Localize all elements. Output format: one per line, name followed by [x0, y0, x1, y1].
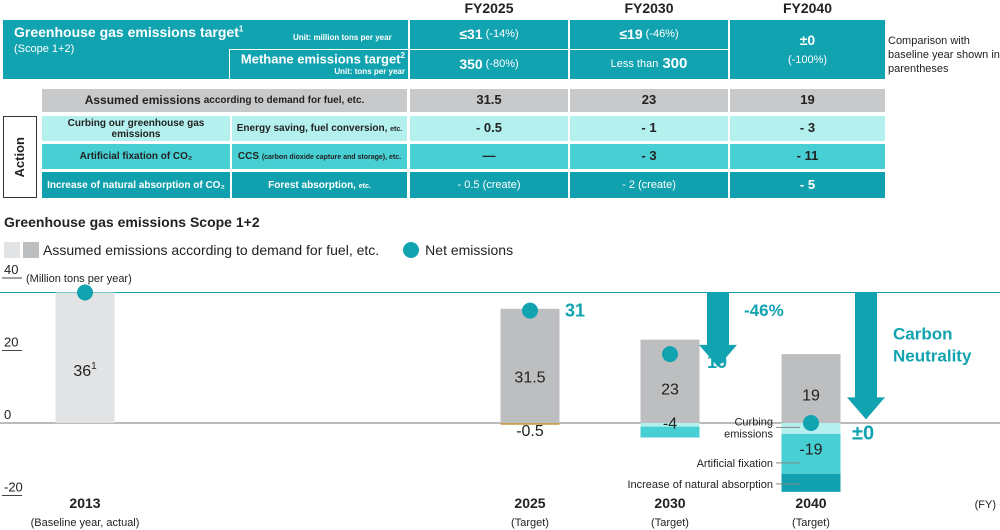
methane-value-2030: Less than 300 — [610, 55, 688, 73]
x-category-sub: (Target) — [511, 517, 549, 529]
net-emission-dot-2040 — [803, 415, 819, 431]
natural-2030: - 2 (create) — [570, 172, 728, 198]
curbing-method: Energy saving, fuel conversion, etc. — [232, 116, 407, 141]
fixation-method: CCS (carbon dioxide capture and storage)… — [232, 144, 407, 169]
assumed-row-label: Assumed emissions according to demand for… — [42, 89, 407, 112]
reduction-annotation: -46% — [744, 301, 784, 320]
natural-2025: - 0.5 (create) — [410, 172, 568, 198]
net-emission-dot-2025 — [522, 302, 538, 319]
negative-segment-2040 — [781, 433, 841, 474]
segment-label-fixation: Artificial fixation — [697, 458, 773, 470]
negative-segment-2030 — [640, 423, 700, 427]
y-axis-label: (Million tons per year) — [26, 273, 132, 285]
ghg-target-title: Greenhouse gas emissions target1 — [14, 24, 244, 40]
ghg-value-2025: ≤31 (-14%) — [459, 25, 519, 42]
x-category-year: 2040 — [795, 495, 826, 511]
legend-swatch-baseline — [4, 242, 20, 258]
net-emission-dot-2013 — [77, 284, 93, 301]
assumed-bar-2013 — [55, 292, 115, 423]
legend-label-assumed: Assumed emissions according to demand fo… — [43, 242, 380, 258]
scope-label: (Scope 1+2) — [14, 43, 75, 55]
legend-swatch-assumed — [23, 242, 39, 258]
natural-2040: - 5 — [730, 172, 885, 198]
assumed-bar-2040 — [781, 354, 841, 423]
x-category-sub: (Baseline year, actual) — [31, 517, 140, 529]
target-value-2040: ±0 (-100%) — [787, 32, 828, 66]
assumed-value-label: 19 — [802, 387, 820, 404]
fixation-2030: - 3 — [570, 144, 728, 169]
y-tick-label: 20 — [4, 335, 18, 350]
negative-segment-2030 — [640, 426, 700, 438]
fy-header-2040: FY2040 — [782, 0, 833, 17]
x-category-year: 2030 — [654, 495, 685, 511]
curbing-2025: - 0.5 — [410, 116, 568, 141]
net-label-2025: 31 — [565, 301, 585, 321]
methane-unit: Unit: tons per year — [334, 67, 405, 76]
net-emission-dot-2030 — [662, 346, 678, 363]
fy-header-2030: FY2030 — [624, 0, 674, 17]
segment-label-natural: Increase of natural absorption — [627, 479, 773, 491]
negative-value-label: -0.5 — [516, 423, 544, 440]
fixation-2040: - 11 — [730, 144, 885, 169]
ghg-unit: Unit: million tons per year — [293, 33, 392, 42]
y-tick-label: 40 — [4, 262, 18, 277]
negative-value-label: -19 — [799, 441, 822, 458]
negative-value-label: -4 — [663, 416, 677, 433]
legend-swatch-net — [403, 242, 420, 258]
methane-value-2025: 350 (-80%) — [459, 55, 519, 72]
x-axis-unit: (FY) — [975, 499, 996, 511]
action-label: Action — [3, 116, 37, 198]
assumed-2025: 31.5 — [410, 89, 568, 112]
x-category-year: 2013 — [69, 495, 100, 511]
assumed-2040: 19 — [730, 89, 885, 112]
negative-segment-2025 — [500, 423, 560, 425]
segment-label-curbing: Curbing emissions — [724, 416, 773, 440]
neutrality-annotation: Carbon Neutrality — [893, 325, 972, 366]
chart-title: Greenhouse gas emissions Scope 1+2 — [4, 214, 260, 230]
curbing-2030: - 1 — [570, 116, 728, 141]
fixation-2025: — — [410, 144, 568, 169]
reduction-arrow — [699, 292, 737, 367]
assumed-value-label: 31.5 — [514, 369, 545, 386]
fixation-category: Artificial fixation of CO₂ — [42, 144, 230, 169]
curbing-category: Curbing our greenhouse gas emissions — [42, 116, 230, 141]
negative-segment-2040 — [781, 473, 841, 492]
chart-legend: Assumed emissions according to demand fo… — [4, 242, 513, 258]
x-category-sub: (Target) — [651, 517, 689, 529]
y-tick-label: -20 — [4, 480, 23, 495]
neutrality-arrow — [847, 292, 885, 420]
y-tick-label: 0 — [4, 407, 11, 422]
fy-header-2025: FY2025 — [464, 0, 514, 17]
x-category-sub: (Target) — [792, 517, 830, 529]
comparison-note: Comparison with baseline year shown in p… — [888, 35, 1000, 75]
natural-category: Increase of natural absorption of CO₂ — [42, 172, 230, 198]
assumed-bar-2025 — [500, 308, 560, 423]
curbing-2040: - 3 — [730, 116, 885, 141]
legend-label-net: Net emissions — [425, 242, 514, 258]
assumed-value-label: 23 — [661, 382, 679, 399]
net-label-2040: ±0 — [852, 422, 874, 444]
natural-method: Forest absorption, etc. — [232, 172, 407, 198]
x-category-year: 2025 — [514, 495, 545, 511]
assumed-2030: 23 — [570, 89, 728, 112]
methane-title: Methane emissions target2 — [240, 51, 405, 67]
ghg-value-2030: ≤19 (-46%) — [619, 25, 679, 42]
